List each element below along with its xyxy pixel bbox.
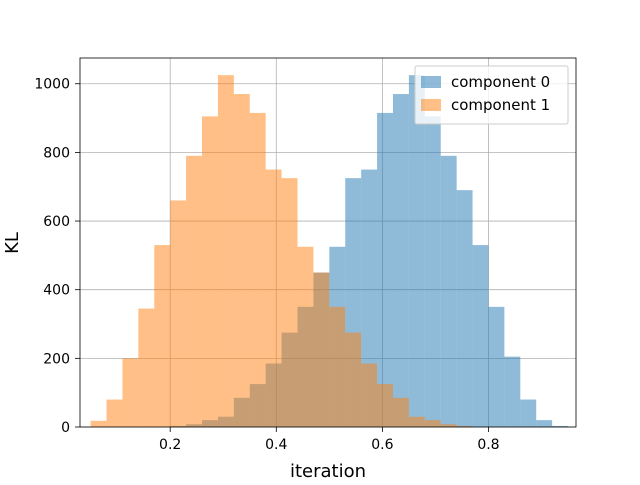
axes-layer: 0.2 0.4 0.6 0.8 0 200 400 600 800 1000 [34,57,577,453]
histogram-bar [265,169,282,427]
legend-swatch [421,76,441,88]
y-tick-label: 0 [61,420,70,436]
y-tick-label: 400 [43,283,70,299]
legend-label: component 0 [451,73,550,91]
histogram-bar [424,420,441,427]
series-bars-1 [90,75,473,428]
y-tick-label: 600 [43,214,70,230]
histogram-bar [440,424,457,427]
legend-box [414,65,569,125]
histogram-bar [186,155,203,427]
legend-label: component 1 [451,96,550,114]
histogram-bar [233,94,250,427]
histogram-bar [456,425,473,427]
histogram-bar [456,190,473,427]
bars-layer [90,75,569,428]
histogram-bar [377,112,393,427]
x-axis-label: iteration [290,461,366,480]
histogram-bar [202,116,218,427]
histogram-bar [122,358,139,427]
histogram-bar [424,116,441,427]
y-tick-label: 1000 [34,77,70,93]
y-tick-label: 800 [43,145,70,161]
x-tick-label: 0.6 [371,437,393,453]
histogram-bar [504,356,521,427]
plot-frame [79,57,577,428]
histogram-bar [313,272,330,427]
y-tick-label: 200 [43,351,70,367]
histogram-bar [488,306,505,427]
legend-swatch [421,99,441,111]
histogram-bar [392,397,409,427]
histogram-bar [345,332,362,427]
histogram-bar [377,384,393,427]
histogram-bar [440,155,457,427]
histogram-bar [472,245,489,427]
histogram-bar [520,399,537,427]
legend: component 0 component 1 [414,65,569,125]
histogram-bar [297,246,314,427]
histogram-bar [392,94,409,427]
histogram-bar [408,416,425,427]
histogram-bar [138,308,155,427]
y-axis-label: KL [2,232,23,254]
histogram-bar [249,112,266,427]
histogram-bar [106,399,123,427]
histogram-bar [361,363,378,427]
histogram-bar [281,178,298,427]
x-tick-label: 0.4 [265,437,287,453]
histogram-bar [170,200,187,427]
histogram-bar [217,75,234,428]
x-tick-label: 0.8 [477,437,499,453]
histogram-bar [154,245,171,427]
histogram-bar [552,425,569,427]
histogram-bar [361,169,378,427]
histogram-bar [329,306,346,427]
histogram-bar [90,420,107,427]
histogram-bar [536,420,553,427]
histogram-bar [408,75,425,428]
x-tick-label: 0.2 [159,437,181,453]
